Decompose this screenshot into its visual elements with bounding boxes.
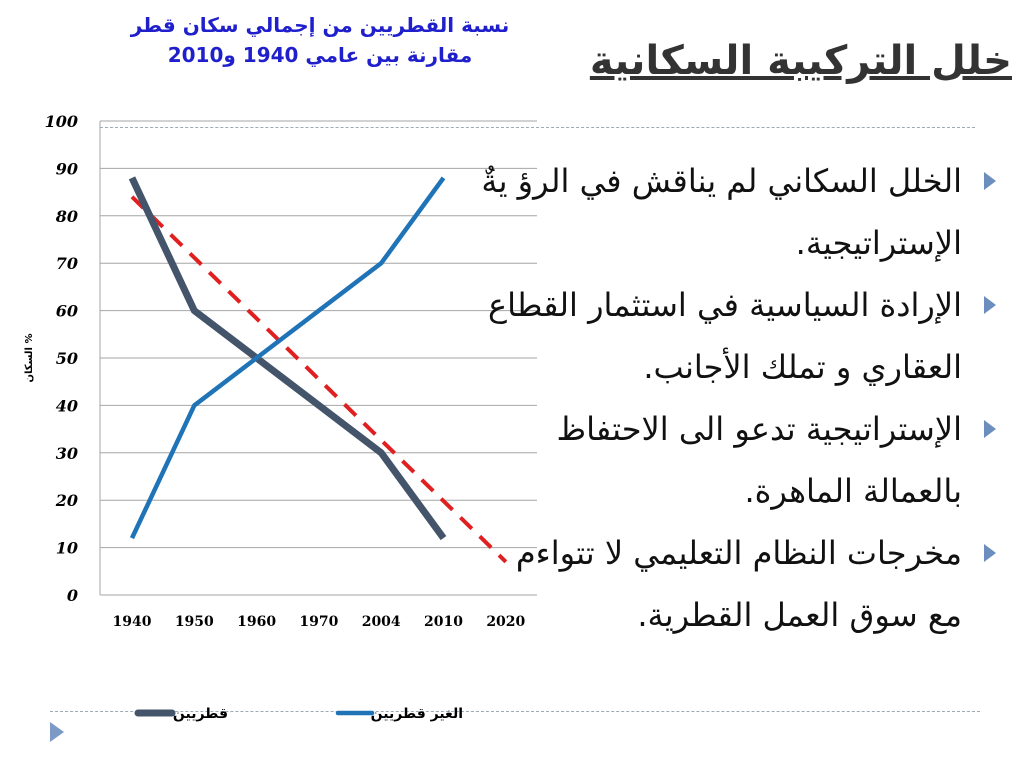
series-line-non-qatari (129, 176, 446, 540)
bullet-item: الخلل السكاني لم يناقش في الرؤ يةٌ الإست… (476, 150, 996, 274)
series-line-qatari (128, 176, 447, 541)
y-axis-label: السكان % (24, 334, 35, 383)
bullet-arrow-icon (984, 420, 996, 438)
slide-title: خلل التركيبة السكانية (589, 38, 1012, 84)
x-tick-label: 1960 (237, 614, 276, 630)
x-axis-ticks: 1940 1950 1960 1970 2004 2010 2020 (113, 614, 526, 630)
chart-title-line-2: مقارنة بين عامي 1940 و2010 (167, 43, 473, 67)
x-tick-label: 1970 (299, 614, 338, 630)
y-axis-ticks: 0 10 20 30 40 50 60 70 80 90 100 (45, 112, 78, 605)
bullet-text: الإرادة السياسية في استثمار القطاع العقا… (487, 286, 962, 386)
y-tick-label: 10 (56, 539, 78, 558)
y-tick-label: 90 (56, 159, 78, 178)
y-tick-label: 30 (56, 444, 78, 463)
chart-title: نسبة القطريين من إجمالي سكان قطر مقارنة … (60, 10, 580, 70)
title-rule (100, 127, 975, 128)
bullet-arrow-icon (984, 296, 996, 314)
legend-label: قطريين (173, 706, 228, 722)
y-tick-label: 70 (56, 254, 78, 273)
y-tick-label: 0 (67, 586, 78, 605)
y-tick-label: 50 (56, 349, 78, 368)
x-tick-label: 2020 (486, 614, 525, 630)
chart-grid (99, 120, 537, 596)
x-tick-label: 1940 (113, 614, 152, 630)
bullet-arrow-icon (984, 172, 996, 190)
line-chart: 0 10 20 30 40 50 60 70 80 90 100 1940 1950 1960 1970 2… (24, 112, 537, 722)
y-tick-label: 60 (56, 302, 78, 321)
chart-title-line-1: نسبة القطريين من إجمالي سكان قطر (130, 13, 510, 37)
bullet-list: الخلل السكاني لم يناقش في الرؤ يةٌ الإست… (476, 150, 996, 646)
chart-legend: قطريين الغير قطريين (134, 706, 463, 722)
x-tick-label: 1950 (175, 614, 214, 630)
bullet-arrow-icon (984, 544, 996, 562)
bullet-item: الإستراتيجية تدعو الى الاحتفاظ بالعمالة … (476, 398, 996, 522)
bullet-text: مخرجات النظام التعليمي لا تتواءم مع سوق … (515, 534, 962, 634)
x-tick-label: 2010 (424, 614, 463, 630)
y-tick-label: 20 (55, 491, 78, 510)
bullet-text: الخلل السكاني لم يناقش في الرؤ يةٌ الإست… (481, 162, 962, 262)
next-slide-arrow-icon[interactable] (50, 722, 64, 742)
y-tick-label: 80 (55, 207, 78, 226)
y-tick-label: 40 (56, 396, 78, 415)
bullet-text: الإستراتيجية تدعو الى الاحتفاظ بالعمالة … (556, 410, 962, 510)
x-tick-label: 2004 (362, 614, 401, 630)
trendline (130, 195, 508, 564)
bullet-item: الإرادة السياسية في استثمار القطاع العقا… (476, 274, 996, 398)
y-tick-label: 100 (45, 112, 78, 131)
legend-label: الغير قطريين (371, 706, 463, 722)
bullet-item: مخرجات النظام التعليمي لا تتواءم مع سوق … (476, 522, 996, 646)
chart-series (128, 176, 508, 564)
footer-rule (50, 711, 980, 712)
